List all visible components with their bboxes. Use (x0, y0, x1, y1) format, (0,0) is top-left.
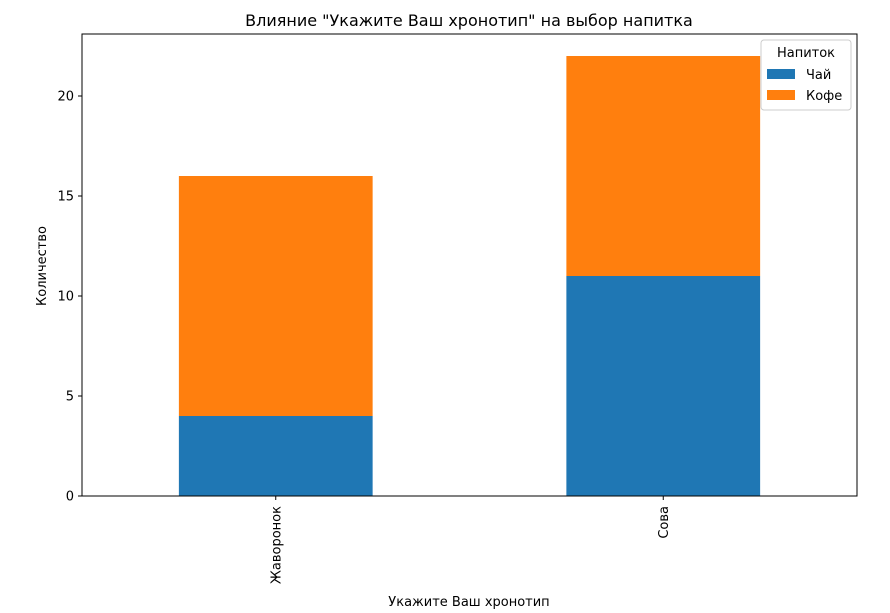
legend-label-tea: Чай (806, 68, 831, 83)
plot-area: 0 5 10 15 20 Жаворонок Сова (57, 33, 858, 584)
bar-segment-coffee-1 (566, 56, 761, 276)
legend-label-coffee: Кофе (806, 89, 842, 104)
y-tick-label-1: 5 (66, 390, 74, 405)
bar-segment-coffee-0 (178, 176, 373, 416)
x-tick-label-0: Жаворонок (269, 506, 284, 584)
chart-title: Влияние "Укажите Ваш хронотип" на выбор … (245, 11, 693, 30)
y-tick-label-4: 20 (57, 90, 74, 105)
plot-frame (81, 33, 858, 497)
y-tick-label-2: 10 (57, 290, 74, 305)
legend-title: Напиток (777, 46, 835, 61)
x-axis-title: Укажите Ваш хронотип (388, 595, 549, 610)
y-tick-label-0: 0 (66, 490, 74, 505)
legend-swatch-tea (767, 69, 795, 79)
y-axis-title: Количество (35, 226, 50, 306)
legend: Напиток Чай Кофе (760, 39, 852, 111)
legend-swatch-coffee (767, 90, 795, 100)
bar-segment-tea-0 (178, 416, 373, 496)
x-tick-label-1: Сова (657, 506, 672, 539)
bar-segment-tea-1 (566, 276, 761, 496)
y-tick-label-3: 15 (57, 190, 74, 205)
